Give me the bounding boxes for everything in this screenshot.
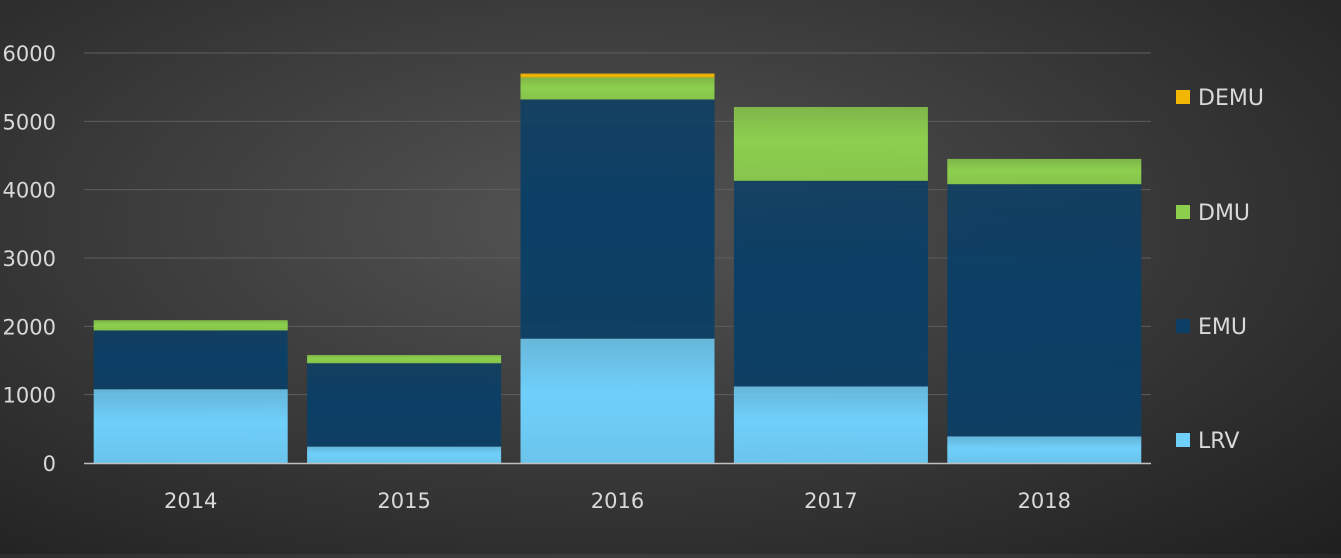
bar-segment-lrv-2016 (520, 338, 715, 463)
legend: DEMU DMU EMU LRV (1176, 86, 1264, 454)
x-tick-label: 2014 (164, 489, 217, 513)
y-axis-ticks: 0 1000 2000 3000 4000 5000 6000 (3, 42, 56, 476)
legend-label: LRV (1198, 429, 1239, 454)
bars (93, 73, 1142, 463)
y-tick-label: 4000 (3, 179, 56, 203)
legend-swatch (1176, 90, 1190, 104)
bar-segment-lrv-2014 (93, 389, 288, 463)
legend-swatch (1176, 433, 1190, 447)
bar-stack-2017 (733, 106, 928, 463)
bar-segment-dmu-2014 (93, 320, 288, 331)
bar-segment-lrv-2017 (733, 386, 928, 463)
y-tick-label: 1000 (3, 384, 56, 408)
x-axis-ticks: 2014 2015 2016 2017 2018 (164, 489, 1071, 513)
x-tick-label: 2018 (1018, 489, 1071, 513)
legend-label: EMU (1198, 315, 1247, 340)
bar-stack-2014 (93, 320, 288, 463)
y-tick-label: 6000 (3, 42, 56, 66)
bar-segment-dmu-2016 (520, 77, 715, 100)
bar-segment-lrv-2015 (307, 446, 502, 463)
bar-segment-emu-2014 (93, 330, 288, 390)
y-tick-label: 0 (43, 452, 56, 476)
legend-item-lrv: LRV (1176, 429, 1239, 454)
bar-stack-2018 (947, 158, 1142, 463)
y-tick-label: 2000 (3, 315, 56, 339)
bar-segment-emu-2017 (733, 180, 928, 387)
bar-segment-emu-2018 (947, 184, 1142, 437)
bar-segment-demu-2016 (520, 73, 715, 78)
legend-swatch (1176, 205, 1190, 219)
bar-segment-emu-2015 (307, 363, 502, 447)
x-tick-label: 2015 (377, 489, 430, 513)
bar-stack-2015 (307, 355, 502, 463)
bar-segment-dmu-2018 (947, 158, 1142, 185)
legend-label: DMU (1198, 201, 1250, 226)
y-tick-label: 3000 (3, 247, 56, 271)
bar-segment-dmu-2015 (307, 355, 502, 364)
legend-item-dmu: DMU (1176, 201, 1250, 226)
legend-label: DEMU (1198, 86, 1264, 111)
legend-swatch (1176, 319, 1190, 333)
bar-stack-2016 (520, 73, 715, 463)
x-tick-label: 2016 (591, 489, 644, 513)
y-tick-label: 5000 (3, 110, 56, 134)
x-tick-label: 2017 (804, 489, 857, 513)
legend-item-demu: DEMU (1176, 86, 1264, 111)
bar-segment-dmu-2017 (733, 106, 928, 181)
legend-item-emu: EMU (1176, 315, 1247, 340)
bar-segment-emu-2016 (520, 99, 715, 339)
bar-segment-lrv-2018 (947, 436, 1142, 463)
